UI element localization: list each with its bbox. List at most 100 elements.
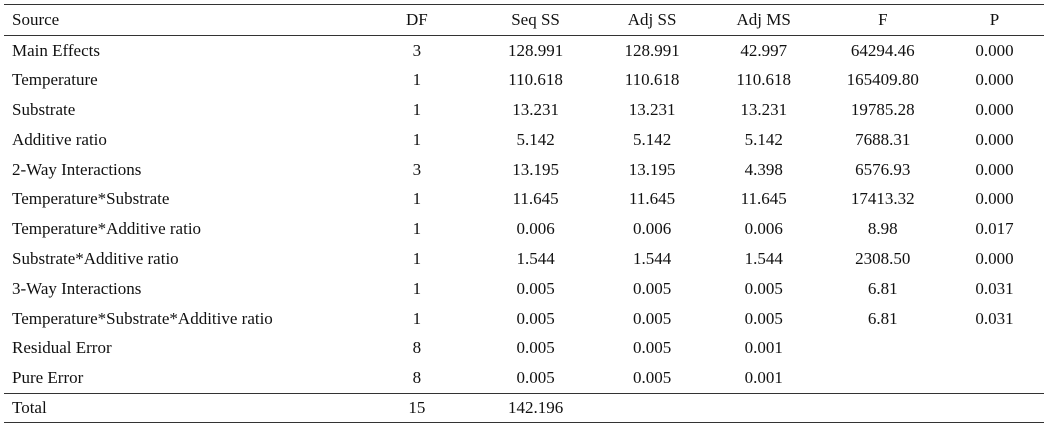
cell-p	[944, 392, 1044, 424]
cell-seq-ss: 0.005	[516, 308, 555, 328]
cell-adj-ms: 0.006	[744, 219, 783, 239]
cell-adj-ms: 4.398	[744, 159, 783, 179]
cell-df: 1	[412, 99, 422, 119]
cell-p: 0.000	[975, 40, 1014, 60]
cell-adj-ss: 0.005	[632, 367, 672, 387]
table-row: Additive ratio 1 5.142 5.142 5.142 7688.…	[4, 125, 1044, 155]
cell-f: 2308.50	[855, 248, 911, 268]
cell-f: 6.81	[867, 308, 898, 328]
cell-source: 3-Way Interactions	[12, 278, 142, 298]
cell-p: 0.031	[975, 308, 1014, 328]
cell-adj-ms: 1.544	[744, 248, 783, 268]
cell-source: Temperature*Substrate	[12, 189, 170, 209]
cell-adj-ms: 0.001	[744, 338, 783, 358]
cell-adj-ms: 13.231	[740, 99, 788, 119]
cell-df: 1	[412, 70, 422, 90]
cell-adj-ss: 5.142	[632, 129, 672, 149]
cell-df: 8	[412, 338, 422, 358]
cell-seq-ss: 142.196	[473, 392, 598, 424]
cell-adj-ss: 1.544	[632, 248, 672, 268]
table-row: Substrate*Additive ratio 1 1.544 1.544 1…	[4, 244, 1044, 274]
cell-source: Substrate*Additive ratio	[12, 248, 179, 268]
cell-f: 165409.80	[846, 70, 919, 90]
cell-adj-ms: 0.005	[744, 308, 783, 328]
cell-df: 1	[412, 248, 422, 268]
anova-table: Source DF Seq SS Adj SS Adj MS F P Main …	[4, 4, 1044, 424]
cell-f: 19785.28	[850, 99, 915, 119]
cell-adj-ss	[597, 392, 707, 424]
cell-df: 1	[412, 308, 422, 328]
cell-source: Temperature	[12, 70, 98, 90]
header-row: Source DF Seq SS Adj SS Adj MS F P	[4, 4, 1044, 36]
cell-f: 6576.93	[855, 159, 911, 179]
cell-adj-ms: 42.997	[740, 40, 788, 60]
header-adj-ms: Adj MS	[706, 4, 821, 36]
header-f: F	[820, 4, 945, 36]
cell-df: 3	[412, 40, 422, 60]
cell-p: 0.017	[975, 219, 1014, 239]
cell-adj-ss: 0.005	[632, 338, 672, 358]
total-row: Total 15 142.196	[4, 392, 1044, 424]
table-row: Temperature*Substrate*Additive ratio 1 0…	[4, 304, 1044, 334]
cell-source: Pure Error	[12, 367, 84, 387]
cell-f: 8.98	[867, 219, 898, 239]
cell-adj-ms: 0.005	[744, 278, 783, 298]
cell-seq-ss: 11.645	[512, 189, 559, 209]
cell-adj-ms: 11.645	[740, 189, 787, 209]
cell-adj-ms: 110.618	[736, 70, 791, 90]
table-row: Temperature 1 110.618 110.618 110.618 16…	[4, 65, 1044, 95]
cell-source: Residual Error	[12, 338, 112, 358]
cell-seq-ss: 5.142	[516, 129, 555, 149]
cell-df: 8	[412, 367, 422, 387]
cell-p: 0.000	[975, 99, 1014, 119]
cell-seq-ss: 13.231	[512, 99, 559, 119]
cell-adj-ss: 0.005	[632, 278, 672, 298]
cell-source: 2-Way Interactions	[12, 159, 142, 179]
cell-p	[945, 333, 1044, 363]
cell-source: Temperature*Additive ratio	[12, 219, 202, 239]
cell-p: 0.000	[975, 159, 1014, 179]
cell-seq-ss: 0.005	[516, 338, 555, 358]
cell-seq-ss: 1.544	[516, 248, 555, 268]
cell-p: 0.000	[975, 248, 1014, 268]
cell-f: 17413.32	[850, 189, 915, 209]
table-row: Substrate 1 13.231 13.231 13.231 19785.2…	[4, 95, 1044, 125]
cell-f	[821, 333, 945, 363]
cell-seq-ss: 13.195	[512, 159, 559, 179]
table-row: Residual Error 8 0.005 0.005 0.001	[4, 333, 1044, 363]
cell-seq-ss: 0.005	[516, 367, 555, 387]
cell-df: 1	[412, 189, 422, 209]
cell-adj-ss: 11.645	[629, 189, 676, 209]
cell-source: Temperature*Substrate*Additive ratio	[12, 308, 273, 328]
cell-source: Additive ratio	[12, 129, 107, 149]
cell-p	[945, 363, 1044, 393]
cell-adj-ms: 0.001	[744, 367, 783, 387]
cell-df: 1	[412, 129, 422, 149]
cell-p: 0.031	[975, 278, 1014, 298]
cell-source: Substrate	[12, 99, 76, 119]
header-source: Source	[4, 4, 361, 36]
cell-adj-ss: 128.991	[624, 40, 680, 60]
cell-p: 0.000	[975, 189, 1014, 209]
cell-adj-ss: 110.618	[624, 70, 680, 90]
cell-seq-ss: 128.991	[507, 40, 564, 60]
cell-seq-ss: 0.005	[516, 278, 555, 298]
table-row: Main Effects 3 128.991 128.991 42.997 64…	[4, 36, 1044, 66]
cell-seq-ss: 110.618	[508, 70, 563, 90]
cell-source: Total	[4, 392, 361, 424]
table-row: Temperature*Additive ratio 1 0.006 0.006…	[4, 214, 1044, 244]
table-row: Pure Error 8 0.005 0.005 0.001	[4, 363, 1044, 393]
header-adj-ss: Adj SS	[597, 4, 707, 36]
cell-adj-ss: 13.195	[628, 159, 676, 179]
header-df: DF	[360, 4, 474, 36]
cell-f: 6.81	[867, 278, 898, 298]
cell-adj-ss: 0.006	[632, 219, 672, 239]
cell-df: 3	[412, 159, 422, 179]
cell-f: 7688.31	[855, 129, 911, 149]
cell-df: 1	[412, 278, 422, 298]
header-seq-ss: Seq SS	[473, 4, 598, 36]
cell-p: 0.000	[975, 70, 1014, 90]
anova-table-container: Source DF Seq SS Adj SS Adj MS F P Main …	[4, 4, 1044, 424]
cell-f: 64294.46	[850, 40, 915, 60]
cell-source: Main Effects	[12, 40, 100, 60]
